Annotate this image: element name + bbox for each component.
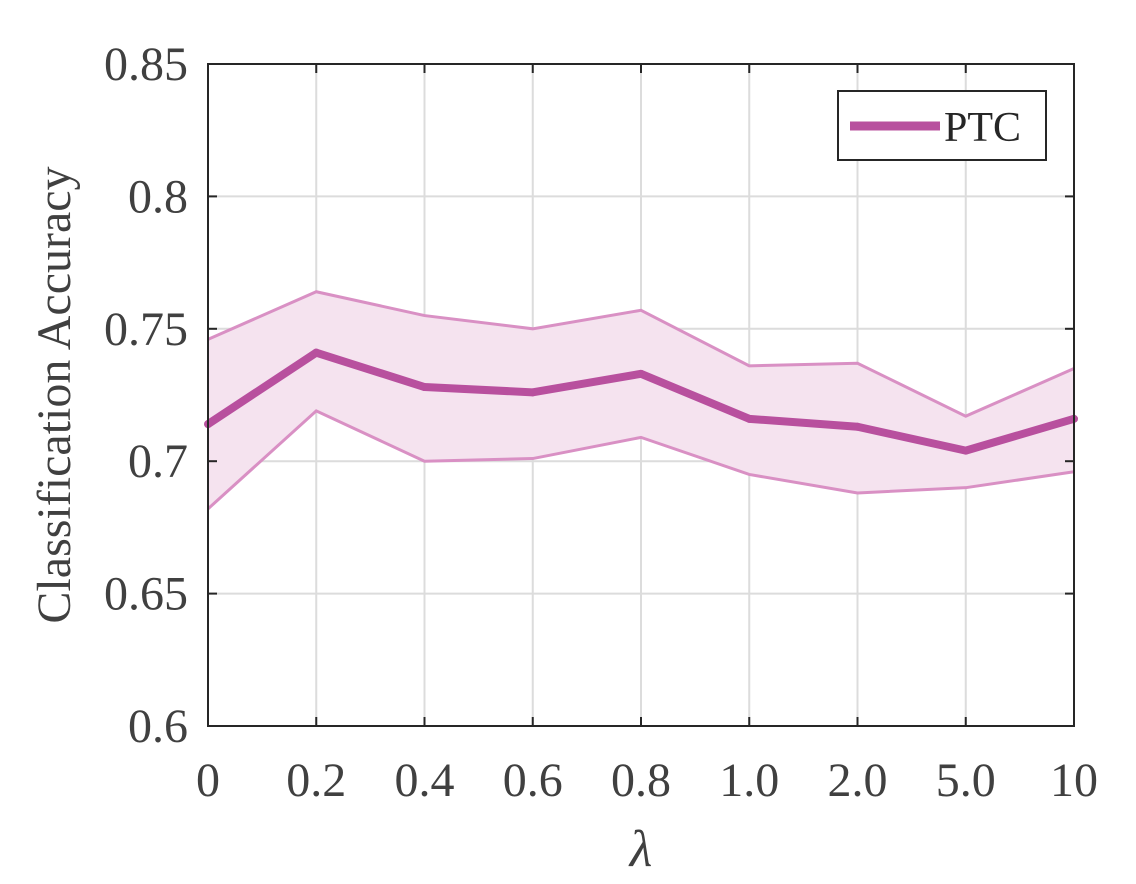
x-tick-label: 0.8 <box>611 754 671 807</box>
y-tick-label: 0.7 <box>128 435 188 488</box>
data-point-ptc <box>853 422 862 431</box>
y-axis-title: Classification Accuracy <box>28 166 81 623</box>
legend: PTC <box>837 90 1047 161</box>
data-point-ptc <box>420 383 429 392</box>
data-point-ptc <box>528 388 537 397</box>
x-axis-title: λ <box>628 821 653 878</box>
y-tick-label: 0.65 <box>104 568 188 621</box>
x-tick-label: 10 <box>1050 754 1098 807</box>
axis-ticks <box>207 63 1075 727</box>
x-tick-label: 1.0 <box>719 754 779 807</box>
x-tick-label: 0 <box>196 754 220 807</box>
x-tick-label: 5.0 <box>936 754 996 807</box>
legend-label-ptc: PTC <box>944 105 1021 151</box>
lower-bound-line <box>206 409 1075 510</box>
std-band-fill <box>208 291 1074 509</box>
data-point-ptc <box>637 369 645 378</box>
y-tick-label: 0.8 <box>128 170 188 223</box>
x-tick-label: 0.2 <box>286 754 346 807</box>
y-tick-label: 0.75 <box>104 303 188 356</box>
data-point-ptc <box>961 446 970 455</box>
series-lines <box>204 348 1078 455</box>
y-tick-labels: 0.6 0.65 0.7 0.75 0.8 0.85 <box>104 38 188 753</box>
x-tick-labels: 0 0.2 0.4 0.6 0.8 1.0 2.0 5.0 10 <box>196 754 1098 807</box>
x-tick-label: 0.6 <box>503 754 563 807</box>
data-point-ptc <box>745 414 754 423</box>
y-tick-label: 0.85 <box>104 38 188 91</box>
data-point-ptc <box>312 348 321 357</box>
std-band <box>206 290 1075 510</box>
x-tick-label: 2.0 <box>828 754 888 807</box>
upper-bound-line <box>207 290 1075 418</box>
y-tick-label: 0.6 <box>128 700 188 753</box>
x-tick-label: 0.4 <box>395 754 455 807</box>
